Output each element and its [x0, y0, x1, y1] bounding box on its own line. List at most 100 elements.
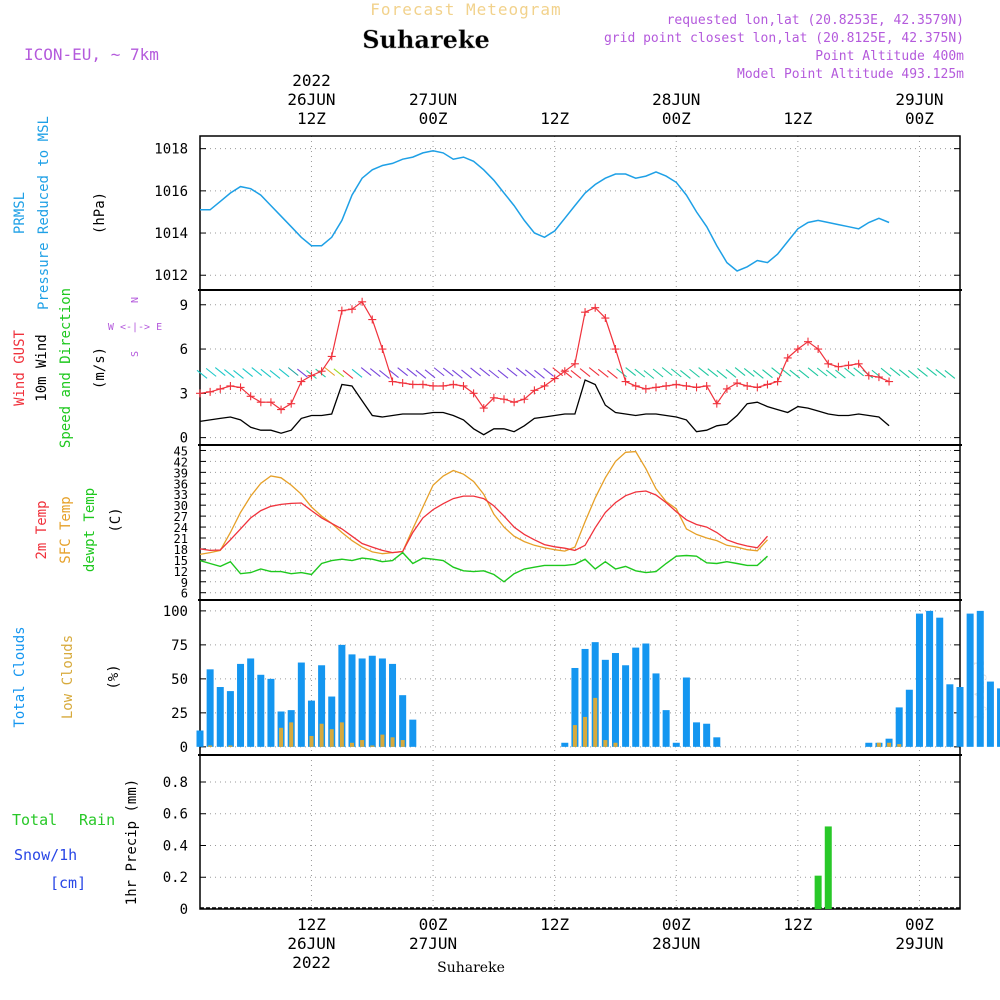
- wind-arrow: [880, 367, 892, 377]
- gust-point: [672, 380, 681, 389]
- rain-bar: [814, 875, 822, 909]
- y-tick-label: 18: [174, 543, 188, 557]
- gust-point: [429, 381, 438, 390]
- wind-arrow: [771, 367, 782, 377]
- label-speed-direction: Speed and Direction: [58, 288, 74, 448]
- wind-arrow: [634, 368, 646, 378]
- panel-frame: [199, 754, 961, 910]
- label-total-clouds: Total Clouds: [12, 626, 28, 727]
- time-label-top: 00Z: [419, 109, 448, 128]
- y-tick-label: 0.6: [163, 807, 188, 823]
- total-cloud-bar: [622, 665, 630, 747]
- wind-arrow: [196, 369, 208, 379]
- gust-point: [662, 381, 671, 390]
- wind-arrow: [461, 369, 472, 379]
- y-tick-label: 0: [180, 902, 188, 918]
- wind-arrow: [224, 369, 235, 378]
- label-temp-unit: (C): [108, 507, 124, 532]
- low-cloud-bar: [309, 735, 314, 747]
- header-model: ICON-EU, ~ 7km: [24, 45, 159, 64]
- total-cloud-bar: [328, 696, 336, 747]
- gust-point: [885, 377, 894, 386]
- y-tick-label: 9: [181, 576, 188, 590]
- header-point-altitude: Point Altitude 400m: [815, 49, 964, 64]
- gust-point: [560, 367, 569, 376]
- low-cloud-bar: [390, 737, 395, 747]
- gust-point: [520, 395, 529, 404]
- wind-arrow: [798, 369, 810, 379]
- total-cloud-bar: [378, 658, 386, 747]
- header-requested: requested lon,lat (20.8253E, 42.3579N): [667, 13, 964, 28]
- low-cloud-bar: [289, 722, 294, 747]
- total-cloud-bar: [216, 687, 224, 747]
- wind-arrow: [488, 369, 500, 379]
- y-tick-label: 15: [174, 554, 188, 568]
- total-cloud-bars: [196, 610, 1000, 747]
- wind-arrow: [853, 367, 865, 377]
- y-tick-label: 3: [180, 386, 188, 402]
- wind-arrow: [734, 367, 746, 377]
- y-tick-label: 0: [180, 431, 188, 447]
- total-cloud-bar: [409, 719, 417, 747]
- label-wind-unit: (m/s): [92, 347, 108, 389]
- gust-point: [510, 398, 519, 407]
- wind-arrow: [242, 368, 253, 378]
- total-cloud-bar: [389, 663, 397, 747]
- gust-point: [824, 359, 833, 368]
- gust-point: [236, 383, 245, 392]
- wind-arrow: [433, 367, 445, 377]
- low-cloud-bar: [897, 744, 902, 747]
- gust-point: [753, 383, 762, 392]
- y-tick-label: 42: [174, 455, 188, 469]
- panel-frame: [199, 135, 961, 291]
- gust-point: [601, 314, 610, 323]
- gust-point: [277, 405, 286, 414]
- gust-point: [702, 381, 711, 390]
- time-label-bottom: 27JUN: [409, 934, 457, 953]
- time-label-bottom: 00Z: [905, 915, 934, 934]
- total-cloud-bar: [399, 695, 407, 747]
- gust-point: [864, 371, 873, 380]
- total-cloud-bar: [997, 688, 1000, 747]
- gust-point: [793, 345, 802, 354]
- gust-point: [206, 387, 215, 396]
- gust-point: [348, 305, 356, 314]
- total-cloud-bar: [358, 658, 366, 747]
- gust-point: [540, 381, 549, 390]
- gust-point: [844, 361, 853, 370]
- panel-frame: [199, 444, 961, 601]
- wind-arrow: [935, 369, 947, 378]
- total-cloud-bar: [348, 654, 356, 747]
- gust-point: [337, 306, 346, 315]
- time-label-top: 29JUN: [895, 90, 943, 109]
- wind-arrow: [625, 367, 637, 376]
- wind-arrow: [497, 369, 509, 379]
- total-cloud-bar: [267, 678, 275, 747]
- total-cloud-bar: [976, 610, 984, 747]
- wind-arrow: [926, 367, 937, 377]
- time-label-top: 2022: [292, 71, 331, 90]
- total-cloud-bar: [926, 610, 934, 747]
- gust-point: [733, 379, 742, 387]
- wind-arrow: [725, 369, 737, 378]
- wind-arrow: [889, 367, 901, 377]
- y-tick-label: 0.2: [163, 870, 188, 886]
- pressure-line: [200, 150, 890, 272]
- low-cloud-bar: [339, 722, 344, 747]
- time-label-bottom: 12Z: [783, 915, 812, 934]
- wind-arrow: [351, 368, 363, 378]
- gust-point: [307, 371, 316, 380]
- low-cloud-bar: [380, 734, 385, 747]
- wind-arrow: [269, 370, 281, 379]
- gust-point: [196, 389, 204, 398]
- wind-arrow: [643, 370, 655, 379]
- y-tick-label: 24: [174, 521, 188, 535]
- y-tick-label: 100: [163, 604, 188, 620]
- compass-south: S: [130, 351, 141, 357]
- gust-point: [611, 345, 620, 354]
- y-tick-label: 9: [180, 298, 188, 314]
- wind-arrow: [707, 368, 719, 378]
- wind-arrow: [753, 369, 764, 379]
- gust-point: [246, 392, 255, 401]
